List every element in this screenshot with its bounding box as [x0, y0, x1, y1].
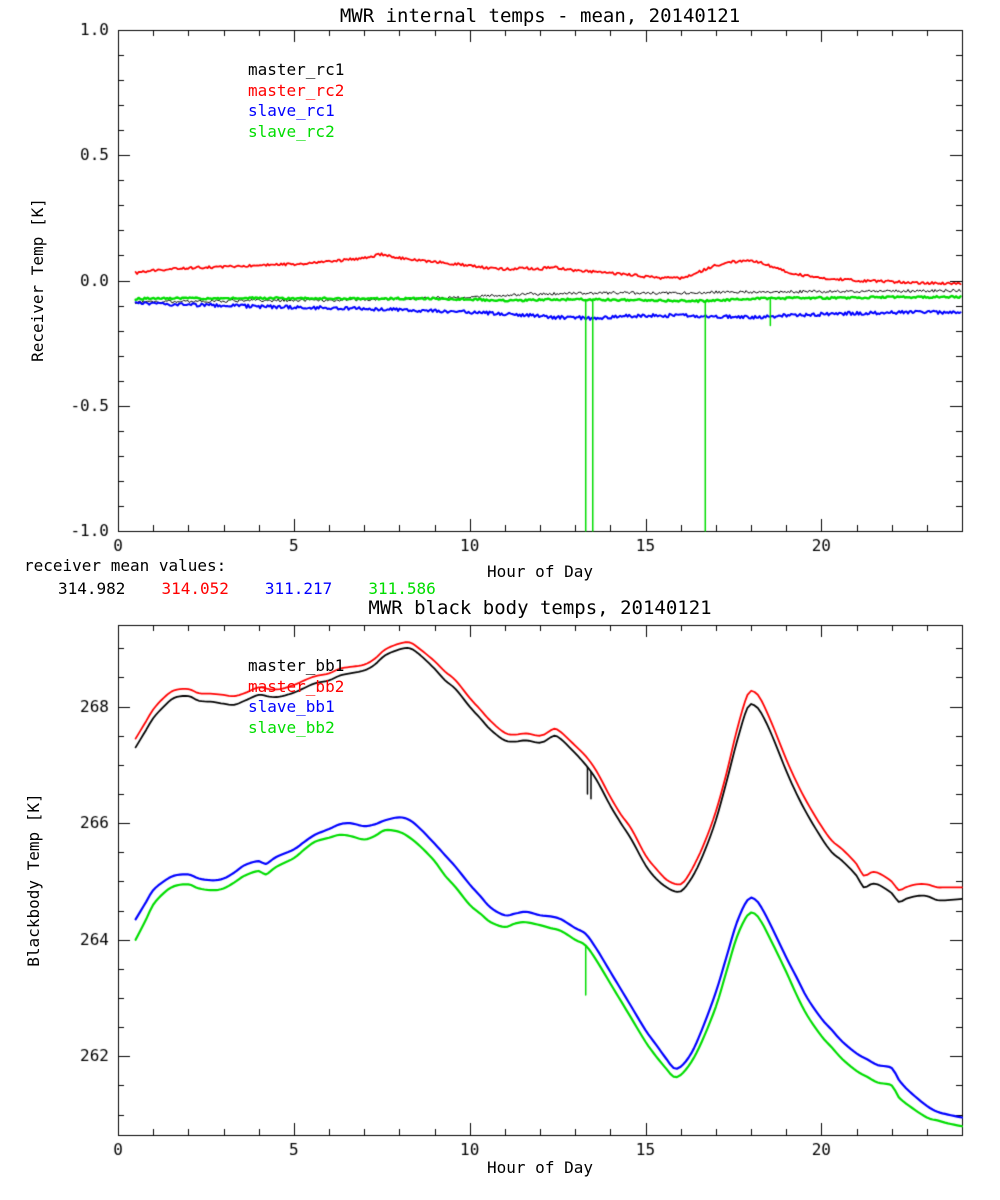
receiver-mean-values: 314.982 314.052 311.217 311.586	[58, 579, 436, 598]
legend-item-master-rc1: master_rc1	[248, 60, 345, 79]
mean-value-slave-rc2: 311.586	[368, 579, 436, 598]
legend-receiver-temps: master_rc1 master_rc2 slave_rc1 slave_rc…	[248, 60, 344, 142]
y-axis-label-receiver-temp: Receiver Temp [K]	[28, 198, 47, 362]
mean-value-master-rc1: 314.982	[58, 579, 126, 598]
mean-value-slave-rc1: 311.217	[264, 579, 333, 598]
legend-blackbody-temps: master_bb1 master_bb2 slave_bb1 slave_bb…	[248, 656, 344, 738]
blackbody-temps-chart-canvas	[0, 600, 1000, 1200]
legend-item-slave-bb2: slave_bb2	[248, 717, 335, 737]
legend-item-slave-bb1: slave_bb1	[248, 697, 335, 716]
mean-value-master-rc2: 314.052	[161, 579, 229, 598]
x-axis-label-hour-of-day-bottom: Hour of Day	[487, 1158, 593, 1177]
chart-title-receiver-temps: MWR internal temps - mean, 20140121	[339, 5, 741, 27]
legend-item-slave-rc1: slave_rc1	[248, 101, 335, 120]
legend-item-slave-rc2: slave_rc2	[248, 121, 335, 141]
receiver-temps-chart-canvas	[0, 0, 1000, 600]
receiver-mean-values-label: receiver mean values:	[24, 556, 227, 575]
y-axis-label-blackbody-temp: Blackbody Temp [K]	[24, 793, 43, 967]
legend-item-master-bb1: master_bb1	[248, 656, 345, 675]
x-axis-label-hour-of-day-top: Hour of Day	[487, 562, 593, 581]
legend-item-master-bb2: master_bb2	[248, 676, 345, 696]
legend-item-master-rc2: master_rc2	[248, 80, 345, 100]
chart-title-blackbody-temps: MWR black body temps, 20140121	[368, 597, 712, 619]
